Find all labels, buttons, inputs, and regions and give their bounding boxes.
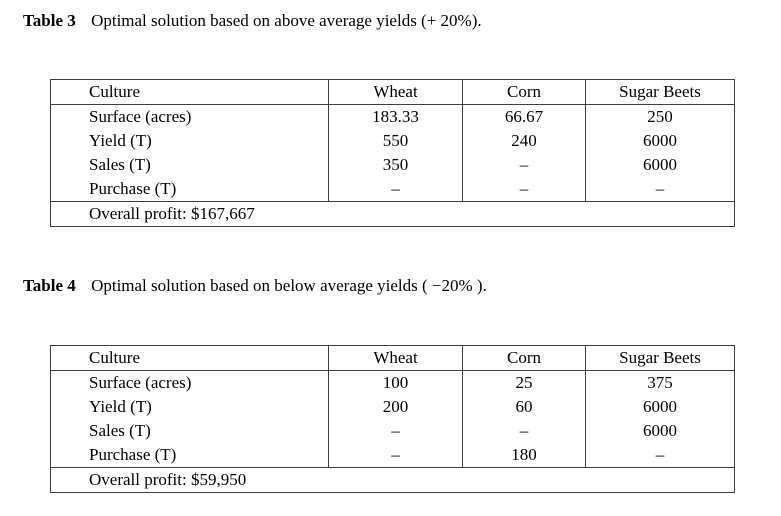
table3-row-sales: Sales (T) 350 – 6000 xyxy=(51,153,735,177)
table3-row-yield: Yield (T) 550 240 6000 xyxy=(51,129,735,153)
table4-overall-profit-row: Overall profit: $59,950 xyxy=(50,467,735,493)
table4-row-surface: Surface (acres) 100 25 375 xyxy=(51,370,735,395)
cell-value: 240 xyxy=(462,129,586,153)
cell-value: 6000 xyxy=(585,395,735,419)
cell-value: 25 xyxy=(462,370,586,395)
table4-optimal-solution-below-average: Culture Wheat Corn Sugar Beets Surface (… xyxy=(50,345,735,493)
table4-header-row: Culture Wheat Corn Sugar Beets xyxy=(50,345,735,371)
table3-col-wheat: Wheat xyxy=(328,79,463,105)
cell-value: 350 xyxy=(328,153,463,177)
cell-value: – xyxy=(462,177,586,202)
table4-row-sales: Sales (T) – – 6000 xyxy=(51,419,735,443)
table3-col-culture: Culture xyxy=(50,79,329,105)
cell-value: 100 xyxy=(328,370,463,395)
row-label: Surface (acres) xyxy=(89,373,192,392)
cell-value: 180 xyxy=(462,443,586,468)
cell-value: 250 xyxy=(585,104,735,129)
cell-value: – xyxy=(462,153,586,177)
table3-overall-profit: Overall profit: $167,667 xyxy=(50,201,735,227)
cell-value: – xyxy=(585,443,735,468)
table3-overall-profit-row: Overall profit: $167,667 xyxy=(50,201,735,227)
table4-col-sugar-beets: Sugar Beets xyxy=(585,345,735,371)
table3-header-row: Culture Wheat Corn Sugar Beets xyxy=(50,79,735,105)
cell-value: 550 xyxy=(328,129,463,153)
row-label: Yield (T) xyxy=(89,397,152,416)
table3-caption-label: Table 3 xyxy=(23,11,76,30)
table3-row-purchase: Purchase (T) – – – xyxy=(51,177,735,202)
table4-col-corn: Corn xyxy=(462,345,586,371)
cell-value: 6000 xyxy=(585,129,735,153)
row-label: Purchase (T) xyxy=(89,445,177,464)
table4-caption: Table 4 Optimal solution based on below a… xyxy=(23,275,487,297)
row-label: Purchase (T) xyxy=(89,179,177,198)
cell-value: 183.33 xyxy=(328,104,463,129)
cell-value: 66.67 xyxy=(462,104,586,129)
row-label: Sales (T) xyxy=(89,155,151,174)
table4-caption-label: Table 4 xyxy=(23,276,76,295)
row-label: Surface (acres) xyxy=(89,107,192,126)
table4-row-yield: Yield (T) 200 60 6000 xyxy=(51,395,735,419)
cell-value: – xyxy=(328,177,463,202)
cell-value: – xyxy=(328,419,463,443)
table4-overall-profit: Overall profit: $59,950 xyxy=(50,467,735,493)
table3-optimal-solution-above-average: Culture Wheat Corn Sugar Beets Surface (… xyxy=(50,79,735,227)
table3-col-sugar-beets: Sugar Beets xyxy=(585,79,735,105)
table3-caption: Table 3 Optimal solution based on above a… xyxy=(23,10,482,32)
table3-caption-text: Optimal solution based on above average … xyxy=(91,11,482,30)
cell-value: – xyxy=(585,177,735,202)
table4-row-purchase: Purchase (T) – 180 – xyxy=(51,443,735,468)
table3-row-surface: Surface (acres) 183.33 66.67 250 xyxy=(51,104,735,129)
cell-value: 200 xyxy=(328,395,463,419)
cell-value: 6000 xyxy=(585,153,735,177)
cell-value: 60 xyxy=(462,395,586,419)
row-label: Yield (T) xyxy=(89,131,152,150)
table3-col-corn: Corn xyxy=(462,79,586,105)
cell-value: – xyxy=(462,419,586,443)
table4-caption-text: Optimal solution based on below average … xyxy=(91,276,487,295)
cell-value: – xyxy=(328,443,463,468)
table4-col-wheat: Wheat xyxy=(328,345,463,371)
row-label: Sales (T) xyxy=(89,421,151,440)
table4-col-culture: Culture xyxy=(50,345,329,371)
cell-value: 6000 xyxy=(585,419,735,443)
cell-value: 375 xyxy=(585,370,735,395)
